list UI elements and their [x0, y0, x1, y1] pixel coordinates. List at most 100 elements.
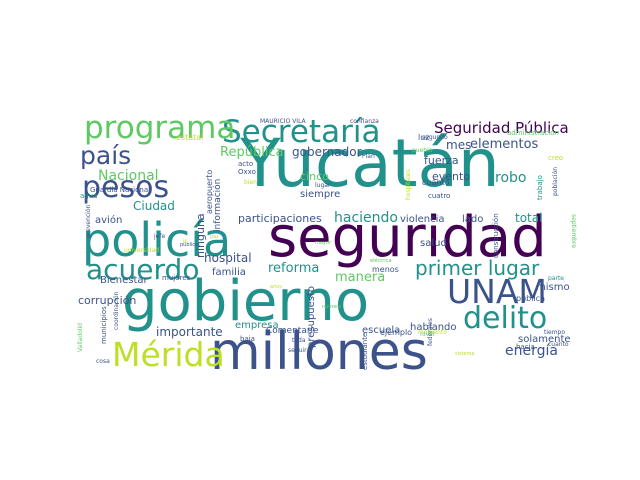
word: nivel	[420, 331, 435, 338]
word: Comentarle	[266, 326, 319, 336]
word: lugar	[315, 182, 331, 189]
word: hospitales	[405, 169, 412, 200]
word: Nacional	[98, 168, 159, 184]
word: solamente	[518, 334, 571, 345]
word: siempre	[300, 189, 340, 200]
word: ninguna	[194, 213, 207, 258]
word: manera	[335, 270, 385, 285]
word: programa	[84, 110, 235, 146]
word: paz	[210, 234, 219, 240]
word: coordinación	[113, 291, 120, 330]
word: importante	[156, 325, 223, 339]
word: creo	[548, 154, 563, 162]
word: participaciones	[238, 212, 322, 225]
word: policía	[82, 213, 231, 267]
word: ir	[183, 238, 188, 245]
word: empresa	[235, 320, 279, 331]
word: septiembre	[570, 214, 577, 248]
word: primer lugar	[415, 256, 540, 280]
word: número	[322, 303, 341, 310]
word: República	[220, 145, 284, 160]
word: acto	[238, 160, 253, 168]
word: cuatro	[428, 192, 450, 200]
word: luz	[418, 133, 430, 142]
word: reforma	[268, 261, 319, 276]
word: mujeres	[162, 274, 191, 282]
word: salud	[420, 238, 447, 249]
word: Bienestar	[100, 275, 149, 286]
word: jefe	[153, 233, 165, 240]
word: mayor	[315, 240, 332, 246]
word: cinco	[300, 170, 329, 183]
word: confianza	[350, 118, 379, 125]
word: Valladolid	[77, 323, 84, 352]
word: segundo	[422, 134, 448, 141]
word: ejemplo	[380, 328, 412, 337]
word: municipios	[100, 306, 108, 344]
word: presupuesto	[306, 286, 317, 348]
word: público	[180, 241, 198, 248]
word: Yucatán	[239, 125, 499, 202]
word: MAURICIO VILA	[260, 118, 307, 125]
word: años	[270, 284, 282, 290]
word: momento	[418, 329, 447, 336]
word: violencia	[400, 214, 445, 225]
word: construcción	[492, 213, 500, 258]
word: elementos	[470, 137, 539, 152]
word: menos	[372, 265, 399, 274]
word: estatal	[176, 133, 203, 142]
word: sistema	[455, 351, 475, 357]
word: hacia	[516, 343, 535, 351]
word: gobernador	[292, 145, 362, 159]
word: Oxxo	[238, 168, 256, 176]
word-cloud-words: Yucatán seguridad gobierno millones poli…	[77, 110, 577, 382]
word: total	[515, 211, 542, 225]
word: Plan	[362, 153, 375, 160]
word: acuerdo	[86, 253, 199, 286]
word: prevención	[85, 204, 92, 238]
word: avión	[95, 214, 122, 226]
word: país	[80, 141, 131, 170]
word: hospital	[204, 251, 252, 265]
word: lado	[462, 214, 483, 225]
word: pública	[516, 294, 545, 303]
word: bien	[244, 179, 257, 186]
word: haciendo	[334, 210, 398, 226]
word: familia	[212, 267, 246, 278]
word: Seguridad Pública	[434, 119, 569, 137]
word: Guardia Nacional	[90, 186, 150, 194]
word: millones	[210, 322, 428, 382]
word: gobierno	[122, 269, 369, 334]
word: pesos	[82, 170, 169, 205]
word: energía	[505, 343, 558, 359]
word: pueblo	[412, 147, 433, 154]
word: fuerza	[424, 154, 459, 167]
word: delito	[463, 301, 547, 336]
word: cuanto	[548, 341, 569, 348]
word: hablando	[410, 322, 457, 333]
word: federales	[427, 318, 434, 346]
word: población	[552, 167, 559, 196]
word: eléctrica	[370, 257, 392, 264]
word: estudiante	[361, 333, 369, 370]
word: seguir	[288, 347, 307, 354]
word: UNAM	[447, 272, 547, 311]
word: información	[212, 179, 223, 232]
word: escuela	[362, 325, 400, 336]
word: parte	[548, 275, 564, 282]
word: agua	[80, 192, 97, 200]
word: cuánto	[422, 178, 450, 187]
word: universidad	[124, 247, 159, 254]
word: toda	[292, 337, 306, 344]
word: baja	[240, 335, 255, 343]
word: mismo	[536, 282, 570, 293]
word: tiempo	[544, 329, 565, 336]
word: Mérida	[112, 335, 225, 374]
word: corrupción	[78, 294, 136, 307]
word: cosa	[96, 358, 110, 365]
word: mes	[446, 138, 471, 152]
word: seguridad	[268, 205, 547, 270]
word: robo	[495, 170, 526, 186]
word: evento	[432, 170, 470, 183]
